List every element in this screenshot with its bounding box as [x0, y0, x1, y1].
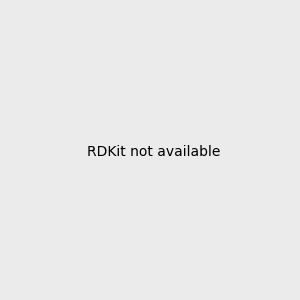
Text: RDKit not available: RDKit not available — [87, 145, 220, 158]
